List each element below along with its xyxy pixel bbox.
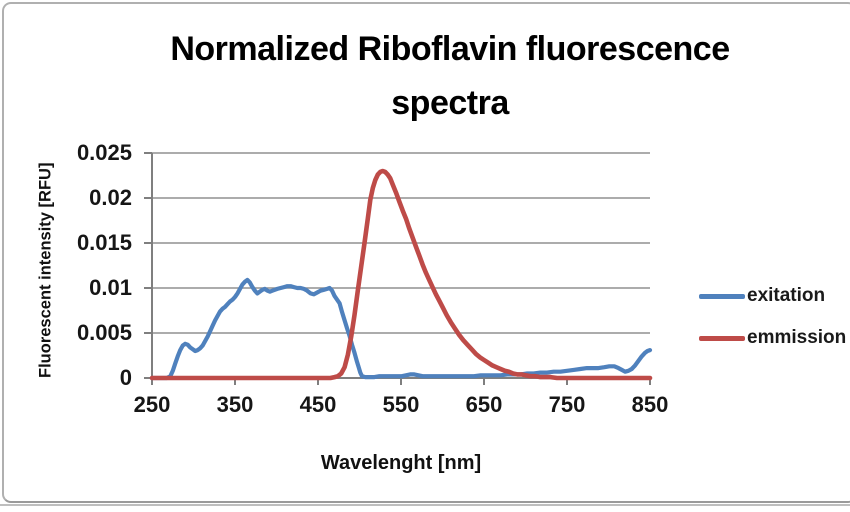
y-tick-label: 0.02: [89, 185, 132, 210]
legend-entry-excitation: exitation: [699, 284, 825, 308]
chart-frame-shadow: [0, 504, 850, 506]
excitation-legend-line-icon: [699, 293, 745, 299]
x-tick-label: 850: [631, 392, 669, 417]
x-tick-label: 350: [216, 392, 254, 417]
y-tick-label: 0.005: [76, 320, 132, 345]
legend-label-emission: emmission: [747, 327, 847, 348]
legend-label-excitation: exitation: [747, 285, 826, 306]
x-tick-label: 450: [299, 392, 337, 417]
emission-series-line: [149, 168, 653, 381]
chart-object-frame: [2, 2, 850, 503]
chart-title-line2: spectra: [391, 84, 509, 122]
x-axis-tick-labels: 250 350 450 550 650 750 850: [0, 392, 850, 420]
y-axis-tick-labels: 0 0.005 0.01 0.015 0.02 0.025: [0, 0, 142, 420]
x-tick-label: 550: [382, 392, 420, 417]
excitation-series-line: [149, 277, 653, 381]
chart-legend: exitation emmission: [699, 0, 850, 400]
y-tick-label: 0.015: [76, 230, 132, 255]
x-tick-label: 250: [133, 392, 171, 417]
y-tick-label: 0: [119, 365, 132, 390]
x-axis-title: Wavelenght [nm]: [320, 452, 482, 474]
chart-title-line1: Normalized Riboflavin fluorescence: [170, 30, 730, 68]
x-tick-label: 650: [465, 392, 503, 417]
y-tick-label: 0.025: [76, 140, 132, 165]
emission-legend-line-icon: [699, 335, 745, 341]
y-tick-label: 0.01: [89, 275, 132, 300]
x-tick-label: 750: [548, 392, 586, 417]
legend-entry-emission: emmission: [699, 326, 846, 350]
chart-title: Normalized Riboflavin fluorescence spect…: [50, 22, 850, 130]
